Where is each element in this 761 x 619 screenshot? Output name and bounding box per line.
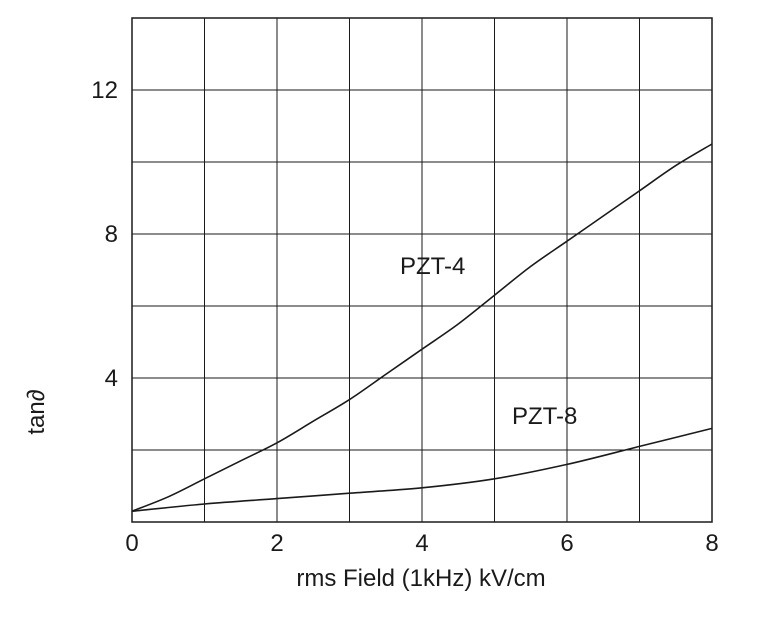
- x-tick-label: 0: [125, 530, 138, 557]
- series-line-pzt-4: [131, 143, 713, 512]
- x-tick-label: 8: [705, 530, 718, 557]
- series-label-pzt-4: PZT-4: [400, 253, 465, 280]
- plot-frame: [131, 17, 713, 523]
- y-tick-label: 4: [105, 365, 118, 392]
- series-label-pzt-8: PZT-8: [512, 403, 577, 430]
- x-tick-label: 6: [560, 530, 573, 557]
- series-lines: [131, 143, 713, 512]
- y-axis-label: tan∂: [23, 389, 50, 434]
- grid: [132, 18, 712, 522]
- series-labels: PZT-4 PZT-8: [400, 253, 577, 430]
- x-tick-label: 4: [415, 530, 428, 557]
- x-axis-label: rms Field (1kHz) kV/cm: [296, 565, 545, 592]
- tick-labels: 0 2 4 6 8 4 8 12: [91, 77, 718, 557]
- y-tick-label: 12: [91, 77, 118, 104]
- x-tick-label: 2: [270, 530, 283, 557]
- y-tick-label: 8: [105, 221, 118, 248]
- series-line-pzt-8: [131, 427, 713, 512]
